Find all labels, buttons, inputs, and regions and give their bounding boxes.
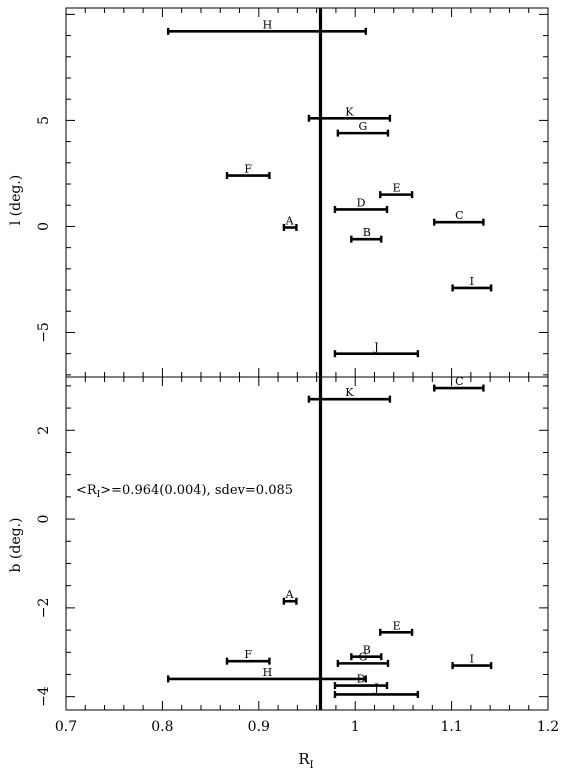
top-ticks: −5 0 5 — [36, 8, 549, 377]
point-label-A: A — [285, 588, 295, 601]
top-ylabel: l (deg.) — [8, 175, 24, 226]
point-label-G: G — [359, 650, 368, 663]
point-label-B: B — [363, 644, 371, 657]
bottom-ytick-label: 0 — [36, 515, 52, 524]
mean-annotation-rest: >=0.964(0.004), sdev=0.085 — [100, 483, 293, 498]
point-label-J: J — [373, 341, 378, 354]
point-label-H: H — [263, 18, 273, 31]
bottom-ytick-label: −2 — [36, 598, 52, 619]
xtick-label: 1.1 — [440, 719, 462, 735]
bottom-ytick-label: 2 — [36, 426, 52, 435]
point-label-D: D — [357, 196, 366, 209]
xtick-label: 0.9 — [248, 719, 270, 735]
panel-bottom: C K A E B F G I H DJ −4 −2 0 2 0.7 0.8 0.9 1 1.1 1.2 b (de… — [8, 375, 559, 771]
point-label-I: I — [470, 653, 474, 666]
point-label-G: G — [359, 120, 368, 133]
mean-annotation-open: <R — [76, 483, 98, 498]
bottom-ytick-label: −4 — [36, 686, 52, 707]
xtick-label: 1.2 — [537, 719, 559, 735]
bottom-ylabel: b (deg.) — [8, 518, 24, 573]
bottom-errorbars: C K A E B F G I H DJ — [166, 375, 493, 710]
top-errorbars: H KG F E D C A B I J — [166, 8, 493, 377]
point-label-D: D — [357, 673, 366, 686]
mean-annotation-sub: I — [97, 490, 101, 500]
point-label-H: H — [263, 666, 273, 679]
bottom-ticks: −4 −2 0 2 0.7 0.8 0.9 1 1.1 1.2 — [36, 377, 559, 735]
point-label-C: C — [455, 209, 463, 222]
top-ytick-label: 5 — [36, 116, 52, 125]
point-label-B: B — [363, 226, 371, 239]
point-label-K: K — [345, 386, 354, 399]
xtick-label: 0.7 — [55, 719, 77, 735]
point-label-E: E — [393, 182, 401, 195]
point-label-I: I — [470, 275, 474, 288]
top-ytick-label: −5 — [36, 322, 52, 343]
top-ytick-label: 0 — [36, 222, 52, 231]
xtick-label: 0.8 — [151, 719, 173, 735]
point-label-F: F — [244, 163, 252, 176]
point-label-C: C — [455, 375, 463, 388]
point-label-J: J — [373, 681, 378, 694]
point-label-K: K — [345, 105, 354, 118]
xtick-label: 1 — [351, 719, 360, 735]
point-label-E: E — [393, 619, 401, 632]
point-label-A: A — [285, 214, 295, 227]
x-axis-label-sub: I — [310, 760, 314, 771]
bottom-plot-frame — [65, 376, 549, 711]
mean-annotation: <RI>=0.964(0.004), sdev=0.085 — [76, 483, 293, 500]
x-axis-label: RI — [298, 750, 313, 771]
x-axis-label-main: R — [298, 750, 310, 768]
point-label-F: F — [244, 648, 252, 661]
